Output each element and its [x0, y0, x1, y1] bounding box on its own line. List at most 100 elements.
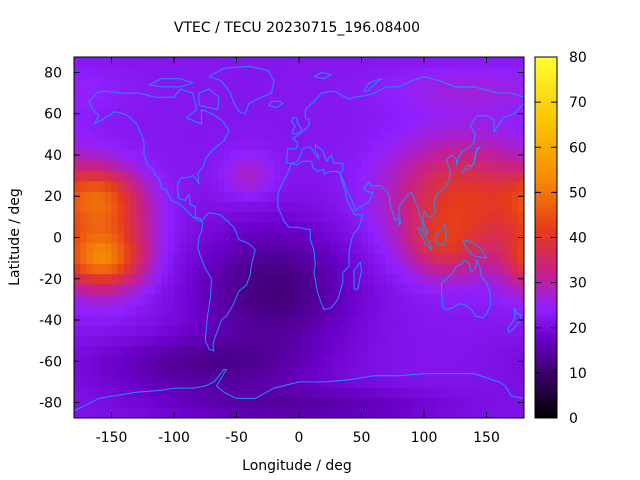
heatmap-cell — [92, 294, 100, 306]
heatmap-cell — [155, 366, 163, 378]
heatmap-cell — [461, 129, 469, 141]
colorbar-tick-label: 30 — [569, 276, 587, 292]
heatmap-cell — [186, 263, 194, 275]
heatmap-cell — [86, 252, 94, 264]
heatmap-cell — [317, 356, 325, 368]
heatmap-cell — [424, 397, 431, 409]
heatmap-cell — [130, 304, 138, 316]
heatmap-cell — [424, 387, 431, 398]
heatmap-cell — [217, 57, 225, 68]
heatmap-cell — [486, 325, 494, 337]
heatmap-cell — [492, 283, 500, 295]
heatmap-cell — [380, 87, 388, 99]
x-axis-ticks: -150 -100 -50 0 50 100 150 — [96, 57, 500, 446]
heatmap-cell — [505, 314, 513, 326]
heatmap-cell — [261, 201, 269, 213]
heatmap-cell — [161, 387, 169, 398]
heatmap-cell — [474, 376, 481, 388]
heatmap-cell — [399, 345, 406, 357]
heatmap-cell — [280, 98, 288, 110]
colorbar-tick-label: 80 — [569, 50, 587, 66]
heatmap-cell — [267, 242, 275, 254]
heatmap-cell — [461, 304, 469, 316]
heatmap-cell — [474, 335, 481, 347]
heatmap-cell — [192, 294, 200, 306]
heatmap-cell — [224, 108, 231, 120]
heatmap-cell — [517, 98, 524, 110]
heatmap-cell — [311, 170, 319, 182]
heatmap-cell — [267, 366, 275, 378]
heatmap-cell — [211, 242, 219, 254]
heatmap-cell — [461, 294, 469, 306]
heatmap-cell — [424, 366, 431, 378]
heatmap-cell — [305, 108, 313, 120]
heatmap-cell — [236, 108, 244, 120]
heatmap-cell — [367, 242, 375, 254]
heatmap-cell — [274, 149, 281, 161]
heatmap-cell — [467, 180, 475, 192]
heatmap-cell — [511, 232, 519, 244]
heatmap-cell — [155, 387, 163, 398]
heatmap-cell — [367, 397, 375, 409]
heatmap-cell — [74, 222, 81, 233]
heatmap-cell — [411, 87, 419, 99]
heatmap-cell — [424, 87, 431, 99]
heatmap-cell — [517, 87, 524, 99]
heatmap-cell — [367, 77, 375, 89]
heatmap-cell — [430, 108, 438, 120]
heatmap-cell — [480, 407, 488, 418]
heatmap-cell — [211, 98, 219, 110]
heatmap-cell — [186, 397, 194, 409]
heatmap-cell — [267, 335, 275, 347]
heatmap-cell — [505, 407, 513, 418]
heatmap-cell — [230, 67, 238, 79]
heatmap-cell — [292, 170, 300, 182]
heatmap-cell — [124, 314, 131, 326]
heatmap-cell — [386, 397, 394, 409]
heatmap-cell — [99, 149, 106, 161]
heatmap-cell — [499, 407, 506, 418]
heatmap-cell — [267, 314, 275, 326]
heatmap-cell — [199, 314, 206, 326]
heatmap-cell — [361, 366, 369, 378]
heatmap-cell — [117, 160, 125, 172]
heatmap-cell — [130, 314, 138, 326]
heatmap-cell — [105, 67, 113, 79]
heatmap-cell — [149, 356, 156, 368]
heatmap-cell — [449, 222, 456, 233]
heatmap-cell — [511, 242, 519, 254]
heatmap-cell — [349, 87, 356, 99]
heatmap-cell — [186, 356, 194, 368]
heatmap-cell — [186, 294, 194, 306]
heatmap-cell — [117, 170, 125, 182]
heatmap-cell — [436, 252, 444, 264]
heatmap-cell — [449, 191, 456, 202]
heatmap-cell — [336, 252, 344, 264]
heatmap-cell — [105, 345, 113, 357]
heatmap-cell — [286, 191, 294, 202]
heatmap-cell — [280, 294, 288, 306]
heatmap-cell — [142, 98, 150, 110]
heatmap-cell — [517, 407, 524, 418]
heatmap-cell — [261, 57, 269, 68]
heatmap-cell — [380, 139, 388, 151]
heatmap-cell — [105, 108, 113, 120]
heatmap-cell — [105, 139, 113, 151]
heatmap-cell — [99, 139, 106, 151]
heatmap-cell — [417, 283, 425, 295]
heatmap-cell — [324, 57, 331, 68]
heatmap-cell — [274, 366, 281, 378]
heatmap-cell — [449, 325, 456, 337]
heatmap-cell — [161, 77, 169, 89]
heatmap-cell — [386, 283, 394, 295]
heatmap-cell — [374, 283, 381, 295]
heatmap-cell — [442, 129, 450, 141]
heatmap-cell — [167, 314, 175, 326]
heatmap-cell — [361, 67, 369, 79]
heatmap-cell — [149, 118, 156, 130]
heatmap-cell — [192, 149, 200, 161]
heatmap-cell — [180, 211, 188, 223]
heatmap-cell — [205, 170, 213, 182]
heatmap-cell — [349, 252, 356, 264]
heatmap-cell — [80, 387, 88, 398]
